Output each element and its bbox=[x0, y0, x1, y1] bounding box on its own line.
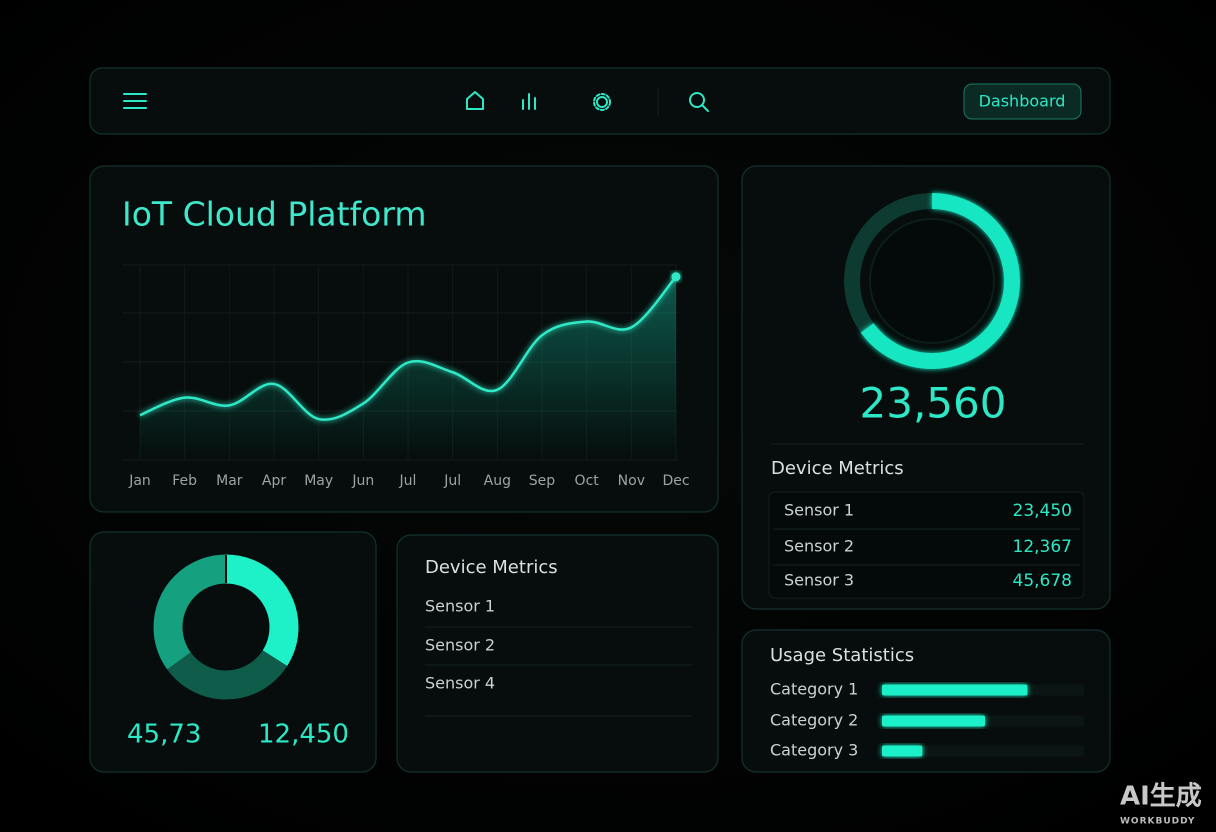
x-tick-label: Jul bbox=[399, 473, 417, 489]
bar bbox=[882, 715, 986, 727]
gauge-inner bbox=[869, 218, 995, 344]
sensor-name: Sensor 3 bbox=[784, 571, 854, 590]
sensor-value: 45,678 bbox=[1013, 571, 1072, 591]
bar bbox=[882, 684, 1028, 696]
home-icon[interactable] bbox=[466, 91, 484, 110]
usage-panel bbox=[741, 629, 1111, 773]
chart-icon[interactable] bbox=[522, 93, 536, 110]
line-end-point bbox=[671, 272, 681, 282]
main-title: IoT Cloud Platform bbox=[122, 195, 427, 234]
x-tick-label: Sep bbox=[529, 473, 556, 489]
settings-icon[interactable] bbox=[593, 93, 611, 111]
donut-label: 45,73 bbox=[127, 720, 201, 750]
x-tick-label: Jul bbox=[443, 473, 461, 489]
x-tick-label: Oct bbox=[575, 473, 600, 489]
donut-panel bbox=[89, 531, 377, 773]
sensor-name: Sensor 2 bbox=[784, 537, 854, 556]
category-label: Category 3 bbox=[770, 741, 858, 760]
metrics-table bbox=[768, 491, 1085, 599]
sensor-name: Sensor 1 bbox=[784, 501, 854, 520]
category-label: Category 2 bbox=[770, 711, 858, 730]
donut-segment bbox=[153, 554, 299, 700]
sensor-value: 12,367 bbox=[1013, 537, 1072, 557]
donut-chart bbox=[153, 554, 299, 700]
usage-title: Usage Statistics bbox=[770, 645, 914, 666]
line-area bbox=[140, 276, 676, 460]
bar-track bbox=[882, 745, 1084, 757]
dashboard-button-label[interactable]: Dashboard bbox=[979, 92, 1066, 111]
sensor-name: Sensor 1 bbox=[425, 597, 495, 616]
sensor-value: 23,450 bbox=[1013, 501, 1072, 521]
x-tick-label: Jan bbox=[128, 473, 151, 489]
gauge-arc bbox=[844, 193, 1020, 369]
x-tick-label: Nov bbox=[618, 473, 645, 489]
sensor-name: Sensor 2 bbox=[425, 636, 495, 655]
menu-icon[interactable] bbox=[123, 93, 147, 109]
usage-bars: Category 1 Category 2 Category 3 bbox=[770, 680, 1084, 760]
x-tick-label: May bbox=[304, 473, 333, 489]
metrics-panel bbox=[396, 534, 719, 773]
x-tick-label: Mar bbox=[216, 473, 243, 489]
x-tick-label: Aug bbox=[484, 473, 511, 489]
x-tick-label: Apr bbox=[262, 473, 286, 489]
dashboard-button[interactable] bbox=[963, 83, 1082, 120]
search-icon[interactable] bbox=[689, 92, 709, 112]
gauge bbox=[844, 193, 1020, 369]
sensor-name: Sensor 4 bbox=[425, 674, 495, 693]
category-label: Category 1 bbox=[770, 680, 858, 699]
nav-bar bbox=[89, 67, 1111, 135]
x-tick-label: Feb bbox=[172, 473, 197, 489]
bar bbox=[882, 745, 923, 757]
watermark-title: AI生成 bbox=[1120, 782, 1202, 812]
gauge-value: 23,560 bbox=[860, 379, 1007, 428]
line-chart: Jan Feb Mar Apr May Jun Jul Jul Aug Sep Oct Nov Dec bbox=[128, 265, 690, 489]
metrics-title: Device Metrics bbox=[425, 557, 558, 578]
x-tick-label: Jun bbox=[351, 473, 374, 489]
metrics-title: Device Metrics bbox=[771, 458, 904, 479]
watermark-subtitle: WORKBUDDY bbox=[1120, 817, 1195, 827]
line-series bbox=[139, 275, 677, 421]
donut-label: 12,450 bbox=[258, 720, 349, 750]
x-tick-label: Dec bbox=[662, 473, 689, 489]
